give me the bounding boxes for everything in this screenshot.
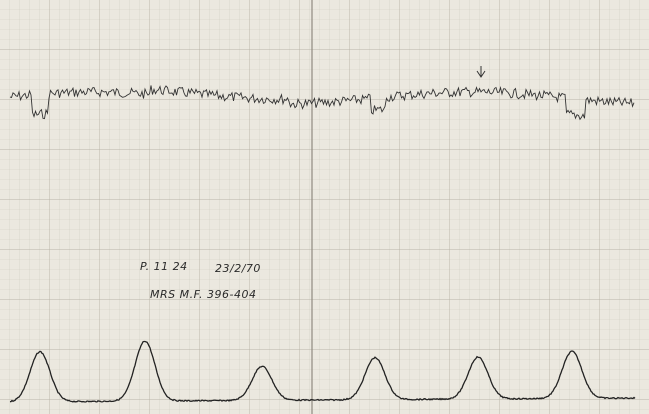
contraction-trace bbox=[9, 340, 636, 403]
annotation-date: 23/2/70 bbox=[215, 262, 261, 275]
traces bbox=[9, 85, 636, 403]
heart-rate-trace bbox=[9, 85, 635, 121]
arrow-marker bbox=[476, 66, 486, 78]
annotation-patient: MRS M.F. 396-404 bbox=[150, 288, 256, 301]
annotation-id: P. 11 24 bbox=[140, 260, 188, 273]
